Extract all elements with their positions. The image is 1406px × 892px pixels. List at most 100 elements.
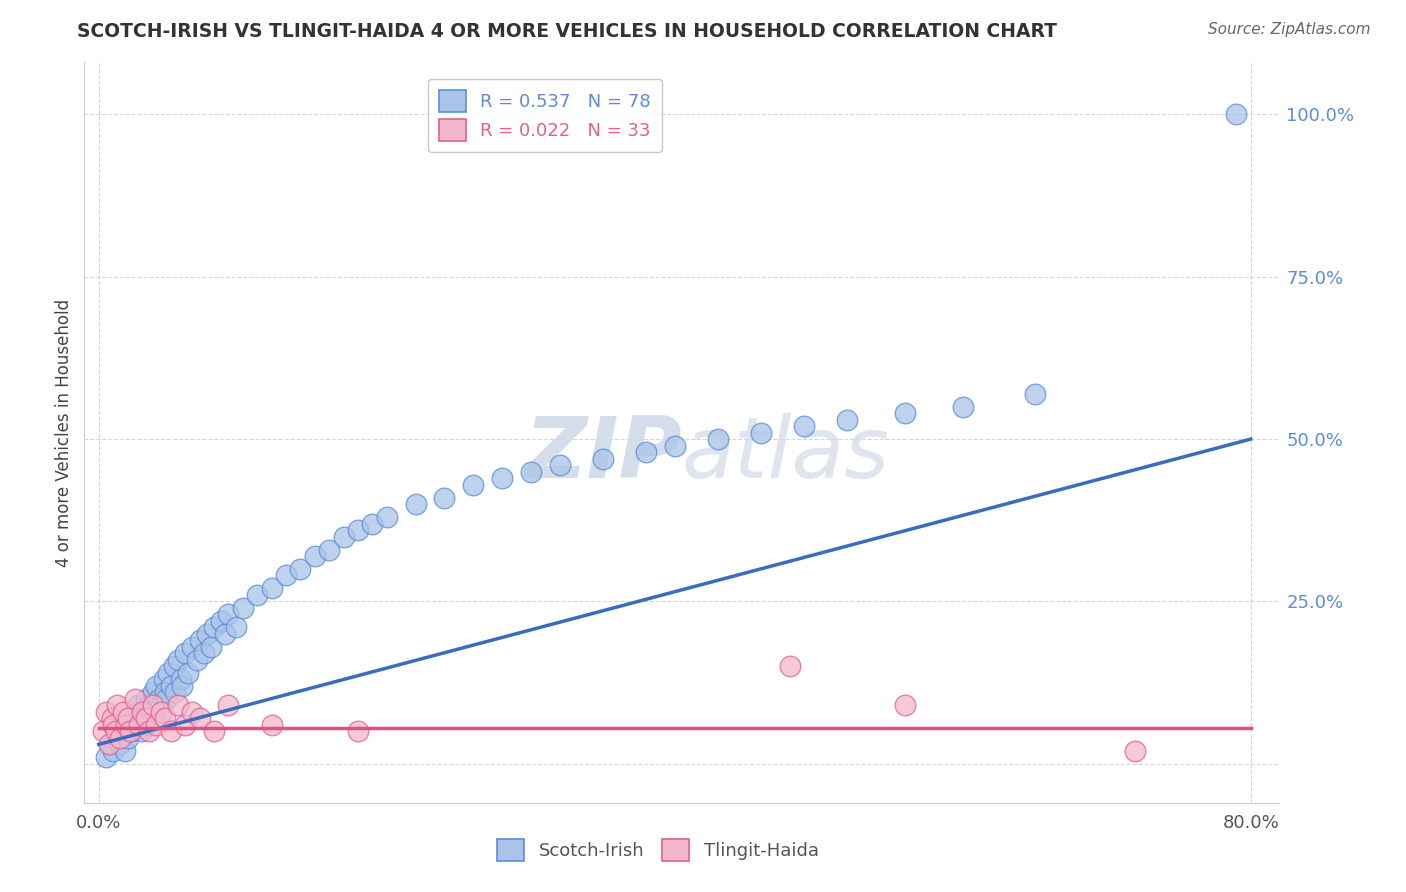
Point [347, 724, 370, 739]
Point [217, 698, 239, 713]
Point [1024, 386, 1046, 401]
Point [1225, 107, 1247, 121]
Point [202, 724, 225, 739]
Point [125, 718, 148, 732]
Point [131, 724, 153, 739]
Point [105, 724, 128, 739]
Point [793, 419, 815, 434]
Point [145, 679, 167, 693]
Point [107, 698, 129, 713]
Point [110, 737, 132, 751]
Point [174, 647, 197, 661]
Point [405, 497, 427, 511]
Point [167, 653, 190, 667]
Point [260, 582, 283, 596]
Point [159, 724, 181, 739]
Point [952, 400, 974, 414]
Point [149, 705, 172, 719]
Text: ZIP: ZIP [524, 413, 682, 496]
Point [145, 718, 167, 732]
Point [214, 627, 236, 641]
Point [894, 698, 917, 713]
Point [172, 679, 194, 693]
Point [153, 711, 176, 725]
Text: Source: ZipAtlas.com: Source: ZipAtlas.com [1208, 22, 1371, 37]
Point [138, 724, 160, 739]
Point [115, 718, 138, 732]
Point [124, 692, 146, 706]
Point [134, 718, 156, 732]
Point [98, 737, 121, 751]
Point [138, 698, 160, 713]
Point [894, 406, 917, 420]
Point [200, 640, 222, 654]
Legend: Scotch-Irish, Tlingit-Haida: Scotch-Irish, Tlingit-Haida [489, 831, 827, 868]
Point [159, 679, 181, 693]
Point [1125, 744, 1147, 758]
Point [260, 718, 283, 732]
Point [318, 542, 340, 557]
Text: SCOTCH-IRISH VS TLINGIT-HAIDA 4 OR MORE VEHICLES IN HOUSEHOLD CORRELATION CHART: SCOTCH-IRISH VS TLINGIT-HAIDA 4 OR MORE … [77, 22, 1057, 41]
Point [94, 750, 117, 764]
Point [132, 705, 155, 719]
Point [664, 439, 686, 453]
Point [174, 718, 197, 732]
Point [114, 744, 136, 758]
Point [152, 673, 174, 687]
Point [121, 724, 143, 739]
Point [153, 685, 176, 699]
Point [188, 711, 211, 725]
Point [177, 665, 200, 680]
Point [111, 718, 134, 732]
Point [246, 588, 269, 602]
Text: atlas: atlas [682, 413, 890, 496]
Point [128, 718, 150, 732]
Point [94, 705, 117, 719]
Point [519, 465, 541, 479]
Point [202, 620, 225, 634]
Point [128, 711, 150, 725]
Point [274, 568, 297, 582]
Point [101, 718, 124, 732]
Point [142, 685, 165, 699]
Point [149, 698, 172, 713]
Point [186, 653, 208, 667]
Point [375, 510, 398, 524]
Point [188, 633, 211, 648]
Y-axis label: 4 or more Vehicles in Household: 4 or more Vehicles in Household [55, 299, 73, 566]
Point [105, 724, 128, 739]
Point [143, 705, 166, 719]
Point [135, 692, 157, 706]
Point [749, 425, 772, 440]
Point [139, 711, 162, 725]
Point [97, 737, 120, 751]
Point [101, 744, 124, 758]
Point [332, 529, 354, 543]
Point [779, 659, 801, 673]
Point [170, 673, 193, 687]
Point [634, 445, 657, 459]
Point [181, 705, 204, 719]
Point [195, 627, 218, 641]
Point [124, 705, 146, 719]
Point [837, 412, 859, 426]
Point [100, 711, 122, 725]
Point [131, 705, 153, 719]
Point [110, 731, 132, 745]
Point [491, 471, 513, 485]
Point [592, 451, 614, 466]
Point [167, 698, 190, 713]
Point [117, 711, 139, 725]
Point [127, 698, 149, 713]
Point [148, 692, 170, 706]
Point [232, 601, 254, 615]
Point [135, 711, 157, 725]
Point [142, 698, 165, 713]
Point [290, 562, 312, 576]
Point [548, 458, 571, 472]
Point [91, 724, 114, 739]
Point [463, 477, 485, 491]
Point [115, 724, 138, 739]
Point [225, 620, 247, 634]
Point [120, 724, 142, 739]
